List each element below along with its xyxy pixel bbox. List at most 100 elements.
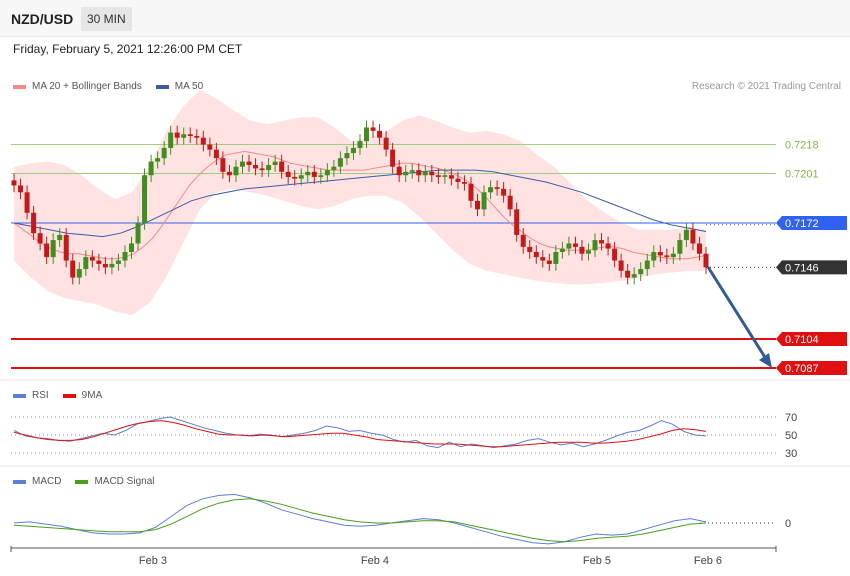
candle-body (24, 192, 30, 213)
candle-body (194, 136, 200, 138)
x-tick-label: Feb 4 (361, 555, 389, 567)
macd-tick-0: 0 (785, 518, 791, 530)
candle-body (494, 187, 500, 189)
candle-body (174, 132, 180, 138)
candle-body (677, 240, 683, 254)
chart-datetime: Friday, February 5, 2021 12:26:00 PM CET (13, 42, 243, 56)
x-tick-label: Feb 6 (694, 555, 722, 567)
candle-body (109, 263, 115, 268)
time-axis: Feb 3 Feb 4 Feb 5 Feb 6 (10, 546, 777, 567)
candle-body (520, 234, 526, 247)
level-tag-0.7146 (776, 260, 847, 275)
candle-body (200, 137, 206, 145)
rsi-ma-swatch (62, 393, 76, 398)
candle-body (142, 175, 148, 223)
rsi-pane: 70 50 30 (11, 412, 797, 460)
candle-body (70, 260, 76, 278)
candle-body (357, 141, 363, 148)
candles-layer (11, 120, 772, 368)
candle-body (540, 257, 546, 261)
candle-body (618, 260, 624, 271)
candle-body (579, 246, 585, 254)
bollinger-band-layer (14, 89, 706, 316)
candle-body (416, 170, 422, 176)
candle-body (592, 240, 598, 251)
candle-body (259, 168, 265, 171)
candle-body (337, 158, 343, 167)
candle-body (585, 250, 591, 254)
candle-body (115, 260, 121, 264)
candle-body (253, 165, 259, 169)
candle-body (18, 185, 24, 193)
candle-body (50, 240, 56, 258)
forecast-arrow-head (759, 353, 772, 368)
candle-body (566, 243, 572, 249)
candle-body (612, 248, 618, 261)
legend-rsi: RSI (32, 390, 49, 401)
symbol-title: NZD/USD (11, 11, 74, 27)
candle-body (559, 248, 565, 252)
candle-body (135, 223, 141, 244)
macd-signal-line (13, 498, 707, 543)
rsi-swatch (13, 393, 26, 398)
rsi-tick-30: 30 (785, 448, 797, 460)
candle-body (344, 153, 350, 159)
price-legend: MA 20 + Bollinger Bands MA 50 (13, 81, 203, 92)
candle-body (220, 158, 226, 172)
level-label-0.7146: 0.7146 (785, 262, 819, 274)
candle-body (475, 200, 481, 210)
ma20-swatch (13, 84, 26, 89)
x-tick-label: Feb 5 (583, 555, 611, 567)
candle-body (181, 134, 187, 138)
candle-body (435, 175, 441, 177)
candle-body (102, 263, 108, 268)
candle-body (161, 147, 167, 159)
legend-ma20: MA 20 + Bollinger Bands (32, 81, 142, 92)
candle-body (272, 161, 278, 165)
candle-body (63, 234, 69, 261)
candle-body (364, 127, 370, 142)
candle-body (696, 243, 702, 254)
candle-body (57, 234, 63, 241)
candle-body (429, 171, 435, 176)
candle-body (155, 158, 161, 162)
candle-body (370, 127, 376, 131)
candle-body (122, 252, 128, 261)
candle-body (533, 252, 539, 258)
candle-body (279, 161, 285, 172)
rsi-tick-50: 50 (785, 430, 797, 442)
level-label-0.7201: 0.7201 (785, 169, 819, 181)
candle-body (76, 269, 82, 278)
candle-body (488, 187, 494, 193)
candle-body (657, 252, 663, 256)
candle-body (187, 134, 193, 136)
candle-body (89, 257, 95, 261)
candle-body (690, 229, 696, 244)
candle-body (403, 171, 409, 176)
rsi-tick-70: 70 (785, 412, 797, 424)
candle-body (664, 255, 670, 258)
candle-body (44, 243, 50, 258)
candle-body (703, 253, 709, 268)
timeframe-button[interactable]: 30 MIN (81, 7, 132, 31)
candle-body (305, 171, 311, 176)
candle-body (461, 182, 467, 184)
candle-body (644, 260, 650, 270)
candle-body (442, 175, 448, 177)
candle-body (331, 166, 337, 171)
candle-body (390, 149, 396, 167)
candle-body (37, 233, 43, 244)
rsi-line (13, 416, 707, 449)
macd-pane: 0 (13, 493, 791, 545)
candle-body (546, 260, 552, 264)
candle-body (207, 144, 213, 150)
candle-body (448, 175, 454, 179)
candle-body (324, 170, 330, 176)
legend-ma50: MA 50 (174, 81, 204, 92)
candle-body (246, 161, 252, 165)
candle-body (226, 171, 232, 176)
ma50-line (13, 169, 707, 238)
forecast-arrow-line (706, 266, 770, 363)
candle-body (514, 209, 520, 235)
candle-body (83, 257, 89, 270)
